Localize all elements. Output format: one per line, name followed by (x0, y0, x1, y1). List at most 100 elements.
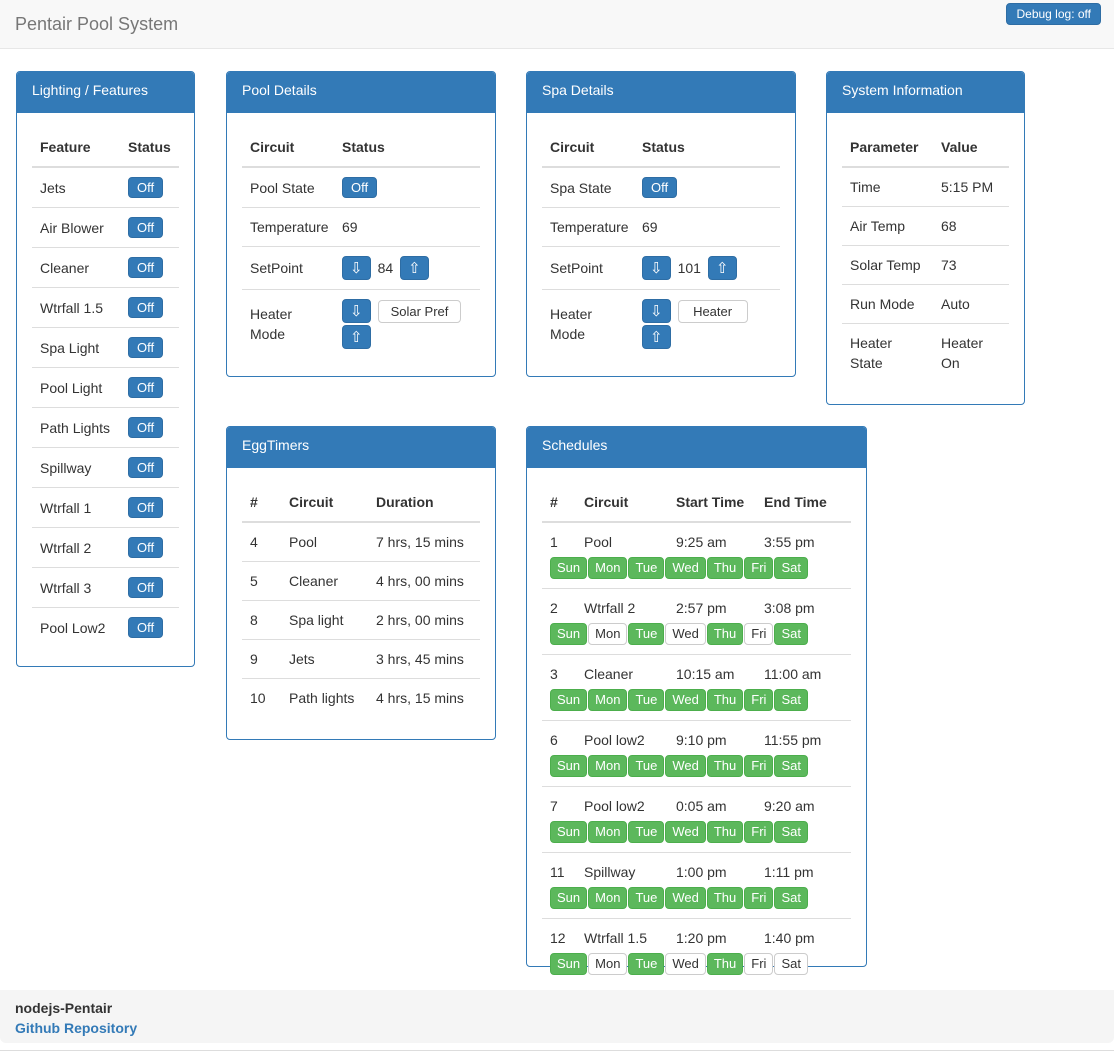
feature-toggle-button[interactable]: Off (128, 337, 164, 358)
feature-toggle-button[interactable]: Off (128, 497, 164, 518)
day-badge-tue: Tue (628, 821, 665, 843)
spa-heater-mode-down-button[interactable]: ⇩ (642, 299, 671, 323)
day-badge-sun: Sun (550, 953, 588, 975)
parameter-label: Solar Temp (850, 257, 921, 273)
top-navbar: Pentair Pool System Debug log: off (0, 0, 1114, 49)
feature-label: Wtrfall 1 (40, 499, 92, 516)
schedule-start-time: 2:57 pm (676, 600, 727, 616)
eggtimers-table-body: 4 Pool 7 hrs, 15 mins 5 Cleaner 4 hrs, 00 min… (242, 522, 480, 717)
spa-details-panel: Spa Details Circuit Status Spa State Off… (526, 71, 796, 377)
schedule-end-time: 1:40 pm (764, 930, 815, 946)
pool-heater-mode-up-button[interactable]: ⇧ (342, 325, 371, 349)
feature-toggle-button[interactable]: Off (128, 377, 164, 398)
schedule-row: 12 Wtrfall 1.5 1:20 pm 1:40 pm Sun Mon Tue Wed T… (542, 918, 851, 984)
schedule-circuit: Wtrfall 2 (584, 600, 636, 616)
eggtimer-duration: 4 hrs, 00 mins (376, 573, 464, 589)
column-header: Feature (40, 139, 91, 155)
spa-setpoint-up-button[interactable]: ⇧ (707, 256, 737, 280)
column-header: Circuit (289, 494, 334, 510)
pool-setpoint-up-button[interactable]: ⇧ (400, 256, 429, 280)
eggtimer-duration: 2 hrs, 00 mins (376, 612, 464, 628)
day-badge-fri: Fri (744, 689, 774, 711)
schedule-circuit: Wtrfall 1.5 (584, 930, 648, 946)
column-header: End Time (764, 494, 827, 510)
pool-setpoint-row: SetPoint ⇩ 84 ⇧ (242, 246, 480, 289)
day-badge-sun: Sun (550, 557, 588, 579)
debug-log-button[interactable]: Debug log: off (1006, 3, 1101, 25)
arrow-up-icon: ⇧ (350, 328, 363, 346)
spa-heater-mode-row: Heater Mode ⇩ Heater ⇧ (542, 289, 780, 358)
day-badge-sat: Sat (774, 557, 808, 579)
github-repository-link[interactable]: Github Repository (15, 1020, 138, 1036)
parameter-label: Run Mode (850, 296, 915, 312)
pool-setpoint-down-button[interactable]: ⇩ (342, 256, 371, 280)
feature-label: Wtrfall 2 (40, 539, 92, 556)
eggtimer-number: 8 (250, 612, 258, 628)
schedule-days: Sun Mon Tue Wed Thu Fri Sat (542, 953, 851, 975)
day-badge-sun: Sun (550, 887, 588, 909)
pool-heater-mode-button[interactable]: Solar Pref (377, 299, 462, 323)
spa-temperature-label: Temperature (550, 219, 629, 235)
eggtimers-panel: EggTimers # Circuit Duration 4 Pool 7 hrs,… (226, 426, 496, 740)
schedule-start-time: 9:10 pm (676, 732, 727, 748)
spa-setpoint-down-button[interactable]: ⇩ (642, 256, 671, 280)
schedule-number: 1 (550, 534, 558, 550)
day-badge-mon: Mon (588, 755, 628, 777)
feature-toggle-button[interactable]: Off (128, 177, 164, 198)
pool-temperature-label: Temperature (250, 219, 329, 235)
day-badge-tue: Tue (628, 887, 665, 909)
parameter-value: 73 (941, 257, 957, 273)
pool-details-panel: Pool Details Circuit Status Pool State O… (226, 71, 496, 377)
lighting-row: Pool Light Off (32, 367, 179, 407)
schedules-panel-title: Schedules (527, 427, 866, 468)
lighting-row: Wtrfall 3 Off (32, 567, 179, 607)
feature-toggle-button[interactable]: Off (128, 537, 164, 558)
day-badge-tue: Tue (628, 953, 665, 975)
column-header: Circuit (250, 139, 295, 155)
lighting-row: Wtrfall 1.5 Off (32, 287, 179, 327)
feature-toggle-button[interactable]: Off (128, 457, 164, 478)
day-badge-thu: Thu (706, 689, 744, 711)
schedule-end-time: 3:55 pm (764, 534, 815, 550)
column-header: Status (342, 139, 385, 155)
pool-heater-mode-down-button[interactable]: ⇩ (342, 299, 371, 323)
schedule-end-time: 11:00 am (764, 666, 822, 682)
feature-toggle-button[interactable]: Off (128, 257, 164, 278)
day-badge-sun: Sun (550, 689, 588, 711)
eggtimer-circuit: Jets (289, 651, 315, 667)
feature-toggle-button[interactable]: Off (128, 617, 164, 638)
schedule-number: 7 (550, 798, 558, 814)
system-row: Time 5:15 PM (842, 167, 1009, 206)
eggtimers-panel-title: EggTimers (227, 427, 495, 468)
arrow-up-icon: ⇧ (715, 259, 729, 277)
schedule-row: 1 Pool 9:25 am 3:55 pm Sun Mon Tue Wed Thu Fri Sat (542, 522, 851, 588)
feature-toggle-button[interactable]: Off (128, 217, 164, 238)
column-header: Circuit (550, 139, 595, 155)
parameter-value: 68 (941, 218, 957, 234)
spa-heater-mode-button[interactable]: Heater (677, 299, 748, 323)
pool-heater-mode-label: Heater Mode (250, 306, 293, 342)
spa-heater-mode-up-button[interactable]: ⇧ (642, 325, 671, 349)
feature-label: Pool Light (40, 379, 103, 396)
feature-toggle-button[interactable]: Off (128, 577, 164, 598)
pool-state-row: Pool State Off (242, 167, 480, 207)
spa-state-toggle-button[interactable]: Off (642, 177, 678, 198)
arrow-down-icon: ⇩ (650, 302, 663, 320)
lighting-table-body: Jets Off Air Blower Off Cleaner Off Wtrfall 1.… (32, 167, 179, 647)
schedule-circuit: Cleaner (584, 666, 634, 682)
feature-toggle-button[interactable]: Off (128, 417, 164, 438)
spa-state-label: Spa State (550, 179, 612, 196)
schedule-row: 7 Pool low2 0:05 am 9:20 am Sun Mon Tue Wed Thu F… (542, 786, 851, 852)
schedule-end-time: 3:08 pm (764, 600, 815, 616)
column-header: Circuit (584, 494, 629, 510)
column-header: Status (128, 139, 171, 155)
pool-state-toggle-button[interactable]: Off (342, 177, 378, 198)
parameter-label: Air Temp (850, 218, 905, 234)
eggtimer-duration: 7 hrs, 15 mins (376, 534, 464, 550)
feature-toggle-button[interactable]: Off (128, 297, 164, 318)
day-badge-wed: Wed (665, 953, 706, 975)
eggtimer-number: 4 (250, 534, 258, 550)
day-badge-tue: Tue (628, 689, 665, 711)
schedule-days: Sun Mon Tue Wed Thu Fri Sat (542, 755, 851, 777)
schedule-number: 3 (550, 666, 558, 682)
